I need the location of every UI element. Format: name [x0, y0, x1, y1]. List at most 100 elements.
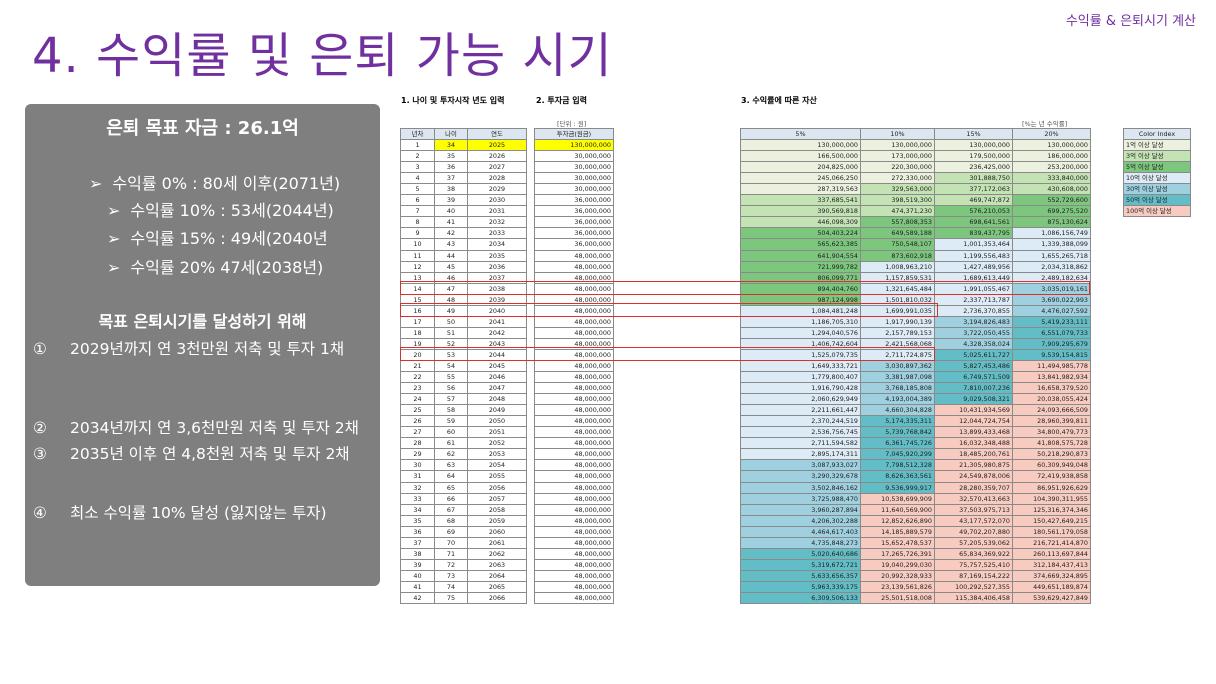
table-row: 5,020,640,686 17,265,726,391 65,834,369,92…	[740, 547, 1091, 560]
year-index-cell: 4	[400, 172, 435, 185]
investment-cell: 48,000,000	[534, 459, 614, 472]
investment-cell: 36,000,000	[534, 227, 614, 240]
asset-value-cell: 576,210,053	[934, 205, 1013, 218]
asset-value-cell: 4,464,617,403	[740, 525, 861, 538]
table-row: 245,066,250 272,330,000 301,888,750 333,840…	[740, 172, 1091, 185]
returns-table: 5% 10% 15% 20% 130,000,000 130,000,000 130…	[740, 127, 1091, 605]
legend-item: 100억 이상 달성	[1123, 205, 1191, 218]
goal-text: 수익률 15% : 49세(2040년	[130, 229, 328, 248]
asset-value-cell: 5,319,672,721	[740, 558, 861, 571]
table-row: 23 56 2047	[400, 382, 527, 395]
asset-value-cell: 130,000,000	[740, 139, 861, 152]
header-rate-15: 15%	[934, 127, 1013, 141]
table-row: 48,000,000	[534, 271, 614, 284]
asset-value-cell: 1,501,810,032	[860, 293, 935, 306]
table-row: 1,525,079,735 2,711,724,875 5,025,611,727 9…	[740, 348, 1091, 361]
asset-value-cell: 16,032,348,488	[934, 437, 1013, 450]
table-row: 28 61 2052	[400, 437, 527, 450]
year-cell: 2034	[467, 238, 527, 251]
asset-value-cell: 5,025,611,727	[934, 348, 1013, 361]
asset-value-cell: 43,177,572,070	[934, 514, 1013, 527]
asset-value-cell: 398,519,300	[860, 194, 935, 207]
asset-value-cell: 469,747,872	[934, 194, 1013, 207]
age-cell: 50	[434, 315, 468, 328]
year-cell: 2051	[467, 426, 527, 439]
year-cell: 2032	[467, 216, 527, 229]
retirement-target: 은퇴 목표 자금 : 26.1억	[106, 118, 299, 139]
investment-cell: 48,000,000	[534, 558, 614, 571]
year-cell: 2057	[467, 492, 527, 505]
age-cell: 49	[434, 304, 468, 317]
age-cell: 75	[434, 591, 468, 605]
year-index-cell: 22	[400, 371, 435, 384]
table-row: 48,000,000	[534, 558, 614, 571]
header-investment: 투자금(원금)	[534, 127, 614, 141]
asset-value-cell: 875,130,624	[1012, 216, 1091, 229]
age-cell: 67	[434, 503, 468, 516]
table-row: 987,124,998 1,501,810,032 2,337,713,787 3,6…	[740, 293, 1091, 306]
table-row: 30 63 2054	[400, 459, 527, 472]
year-cell: 2038	[467, 282, 527, 295]
table-row: 40 73 2064	[400, 569, 527, 582]
age-cell: 48	[434, 293, 468, 306]
step-text: 2035년 이후 연 4,8천원 저축 및 투자 2채	[70, 445, 350, 463]
asset-value-cell: 7,909,295,679	[1012, 337, 1091, 350]
asset-value-cell: 1,186,705,310	[740, 315, 861, 328]
investment-cell: 30,000,000	[534, 161, 614, 174]
investment-cell: 48,000,000	[534, 591, 614, 605]
table-row: 166,500,000 173,000,000 179,500,000 186,000…	[740, 150, 1091, 163]
age-cell: 39	[434, 194, 468, 207]
year-cell: 2027	[467, 161, 527, 174]
table-row: 4,735,848,273 15,652,478,537 57,205,539,06…	[740, 536, 1091, 549]
table-row: 565,623,385 750,548,107 1,001,353,464 1,339…	[740, 238, 1091, 251]
year-index-cell: 36	[400, 525, 435, 538]
table-row: 130,000,000	[534, 139, 614, 152]
asset-value-cell: 19,040,299,030	[860, 558, 935, 571]
asset-value-cell: 2,895,174,311	[740, 448, 861, 461]
investment-cell: 48,000,000	[534, 481, 614, 494]
legend-row: 3억 이상 달성	[1123, 150, 1191, 163]
asset-value-cell: 260,113,697,844	[1012, 547, 1091, 560]
asset-value-cell: 17,265,726,391	[860, 547, 935, 560]
arrow-icon: ➢	[89, 174, 103, 193]
table-row: 3,502,846,162 9,536,999,917 28,280,359,707…	[740, 481, 1091, 494]
summary-panel: 은퇴 목표 자금 : 26.1억 ➢ 수익률 0% : 80세 이후(2071년)…	[25, 104, 380, 586]
year-cell: 2041	[467, 315, 527, 328]
asset-value-cell: 1,916,790,428	[740, 382, 861, 395]
asset-value-cell: 150,427,649,215	[1012, 514, 1091, 527]
table-row: 446,098,309 557,808,353 698,641,561 875,130…	[740, 216, 1091, 229]
asset-value-cell: 390,569,818	[740, 205, 861, 218]
asset-value-cell: 1,199,556,483	[934, 249, 1013, 262]
table-row: 9 42 2033	[400, 227, 527, 240]
age-cell: 69	[434, 525, 468, 538]
table-row: 10 43 2034	[400, 238, 527, 251]
table-row: 3,725,988,470 10,538,699,909 32,570,413,66…	[740, 492, 1091, 505]
investment-cell: 36,000,000	[534, 216, 614, 229]
asset-value-cell: 11,640,569,900	[860, 503, 935, 516]
investment-cell: 48,000,000	[534, 337, 614, 350]
asset-value-cell: 3,035,019,161	[1012, 282, 1091, 295]
asset-value-cell: 2,337,713,787	[934, 293, 1013, 306]
asset-value-cell: 15,652,478,537	[860, 536, 935, 549]
investment-cell: 48,000,000	[534, 580, 614, 593]
asset-value-cell: 57,205,539,062	[934, 536, 1013, 549]
investment-cell: 48,000,000	[534, 448, 614, 461]
asset-value-cell: 87,169,154,222	[934, 569, 1013, 582]
legend-item: 10억 이상 달성	[1123, 172, 1191, 185]
table-row: 2 35 2026	[400, 150, 527, 163]
year-cell: 2045	[467, 359, 527, 373]
year-index-cell: 29	[400, 448, 435, 461]
investment-cell: 30,000,000	[534, 183, 614, 196]
asset-value-cell: 23,139,561,826	[860, 580, 935, 593]
asset-value-cell: 557,808,353	[860, 216, 935, 229]
age-cell: 47	[434, 282, 468, 295]
table-row: 1,186,705,310 1,917,990,139 3,194,826,483 5…	[740, 315, 1091, 328]
asset-value-cell: 698,641,561	[934, 216, 1013, 229]
year-cell: 2064	[467, 569, 527, 582]
asset-value-cell: 72,419,938,858	[1012, 470, 1091, 483]
goal-line: ➢ 수익률 0% : 80세 이후(2071년)	[89, 170, 340, 194]
age-cell: 45	[434, 260, 468, 273]
table-row: 30,000,000	[534, 150, 614, 163]
year-cell: 2029	[467, 183, 527, 196]
asset-value-cell: 9,029,508,321	[934, 393, 1013, 406]
